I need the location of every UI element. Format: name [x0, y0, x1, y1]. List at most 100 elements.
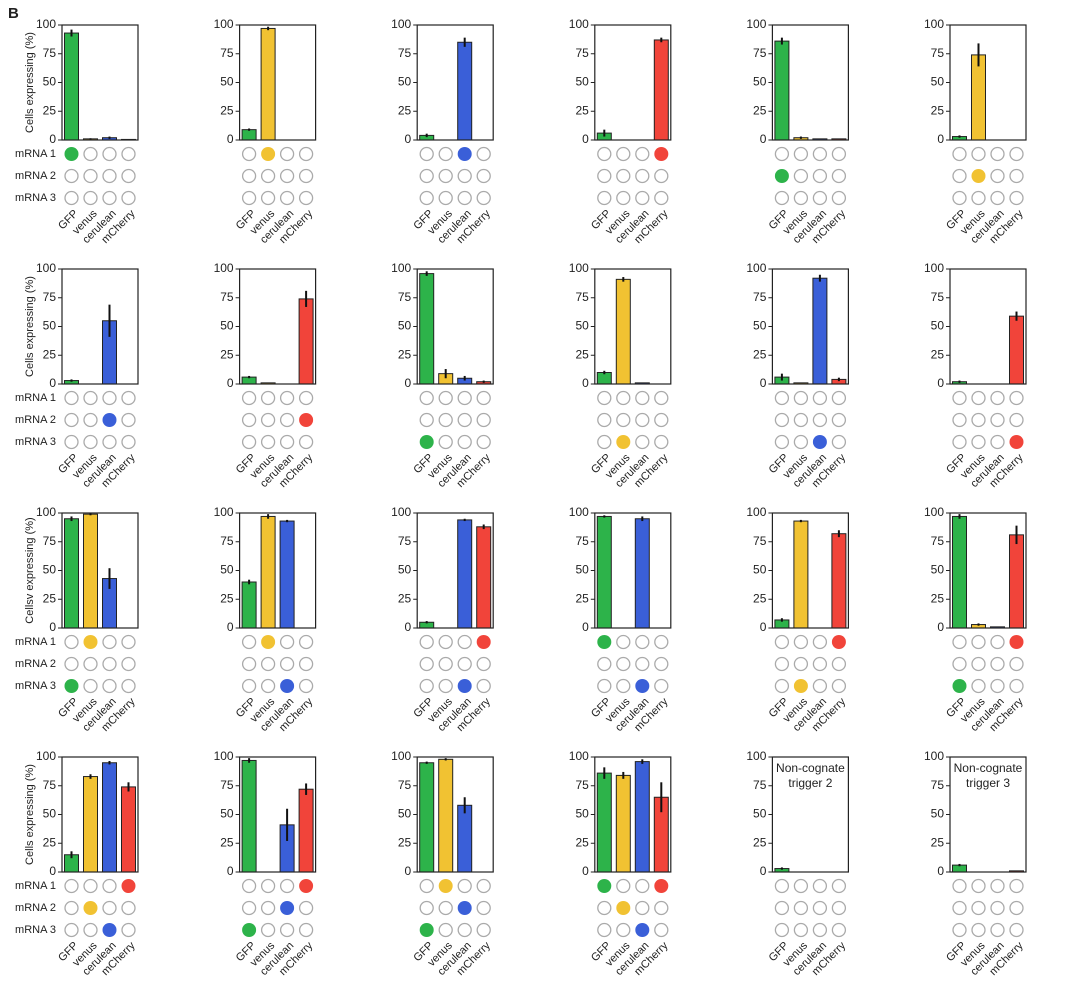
trigger-dot	[1009, 390, 1024, 406]
plot-frame	[771, 756, 850, 873]
trigger-dot	[419, 412, 434, 428]
bar	[615, 774, 631, 873]
trigger-dot	[102, 434, 117, 450]
y-tick-label: 100	[391, 505, 411, 519]
bar	[102, 762, 117, 873]
trigger-dot	[952, 390, 967, 406]
trigger-dot	[597, 879, 612, 893]
trigger-dot	[812, 678, 828, 694]
y-tick-label: 25	[398, 103, 412, 117]
y-tick-label: 0	[49, 132, 56, 146]
y-tick-label: 75	[398, 534, 412, 548]
trigger-dot	[1009, 635, 1024, 649]
trigger-dot	[1009, 146, 1024, 162]
y-tick-label: 75	[220, 46, 234, 60]
y-tick-label: 100	[569, 505, 589, 519]
trigger-dot	[457, 679, 472, 693]
trigger-dot	[279, 656, 295, 672]
bar	[596, 515, 612, 629]
trigger-dot	[279, 190, 295, 206]
y-tick-label: 0	[760, 620, 767, 634]
trigger-dot	[298, 634, 314, 650]
bar	[438, 758, 454, 873]
trigger-dot	[990, 434, 1005, 450]
plot-frame	[949, 268, 1027, 385]
trigger-dot	[1009, 190, 1024, 206]
y-tick-label: 50	[753, 807, 767, 821]
trigger-dot	[102, 146, 117, 162]
trigger-dot	[635, 390, 650, 406]
y-tick-label: 0	[937, 376, 944, 390]
trigger-dot	[102, 390, 117, 406]
trigger-dot	[260, 922, 276, 938]
mrna-label: mRNA 2	[15, 170, 56, 182]
trigger-dot	[793, 922, 809, 938]
y-tick-label: 0	[937, 620, 944, 634]
bar	[971, 54, 986, 141]
trigger-dot	[438, 390, 453, 406]
trigger-dot	[298, 146, 314, 162]
trigger-dot	[971, 678, 986, 694]
plot-frame	[594, 512, 672, 629]
trigger-dot	[793, 390, 809, 406]
y-tick-label: 75	[753, 46, 767, 60]
trigger-dot	[1009, 435, 1024, 449]
trigger-dot	[241, 634, 257, 650]
trigger-dot	[64, 922, 79, 938]
trigger-dot	[1009, 656, 1024, 672]
annotation: trigger 2	[788, 776, 832, 790]
trigger-dot	[64, 190, 79, 206]
mrna-label: mRNA 1	[15, 148, 56, 160]
trigger-dot	[476, 168, 491, 184]
trigger-dot	[298, 922, 314, 938]
y-tick-label: 100	[569, 261, 589, 275]
y-tick-label: 50	[753, 563, 767, 577]
trigger-dot	[64, 634, 79, 650]
trigger-dot	[298, 434, 314, 450]
y-tick-label: 75	[398, 290, 412, 304]
trigger-dot	[476, 190, 491, 206]
trigger-dot	[64, 390, 79, 406]
trigger-dot	[476, 922, 491, 938]
trigger-dot	[457, 656, 472, 672]
y-tick-label: 0	[405, 132, 412, 146]
trigger-dot	[457, 634, 472, 650]
trigger-dot	[457, 412, 472, 428]
trigger-dot	[279, 878, 295, 894]
trigger-dot	[812, 412, 828, 428]
y-tick-label: 0	[49, 864, 56, 878]
trigger-dot	[1009, 168, 1024, 184]
trigger-dot	[438, 922, 453, 938]
y-tick-label: 0	[227, 620, 234, 634]
y-tick-label: 100	[746, 505, 766, 519]
trigger-dot	[121, 168, 136, 184]
trigger-dot	[616, 190, 631, 206]
annotation: trigger 3	[966, 776, 1010, 790]
y-tick-label: 75	[931, 534, 945, 548]
trigger-dot	[812, 168, 828, 184]
trigger-dot	[774, 878, 790, 894]
trigger-dot	[774, 412, 790, 428]
trigger-dot	[971, 169, 986, 183]
trigger-dot	[654, 678, 669, 694]
trigger-dot	[121, 634, 136, 650]
trigger-dot	[260, 434, 276, 450]
y-tick-label: 100	[924, 749, 944, 763]
trigger-dot	[241, 878, 257, 894]
y-tick-label: 100	[569, 749, 589, 763]
bar	[634, 518, 650, 629]
y-tick-label: 100	[214, 261, 234, 275]
trigger-dot	[971, 900, 986, 916]
trigger-dot	[971, 922, 986, 938]
y-tick-label: 100	[214, 505, 234, 519]
y-tick-label: 100	[36, 17, 56, 31]
trigger-dot	[121, 390, 136, 406]
y-tick-label: 75	[43, 778, 57, 792]
y-tick-label: 50	[398, 319, 412, 333]
y-tick-label: 75	[575, 778, 589, 792]
y-tick-label: 75	[220, 778, 234, 792]
trigger-dot	[438, 434, 453, 450]
trigger-dot	[83, 878, 98, 894]
